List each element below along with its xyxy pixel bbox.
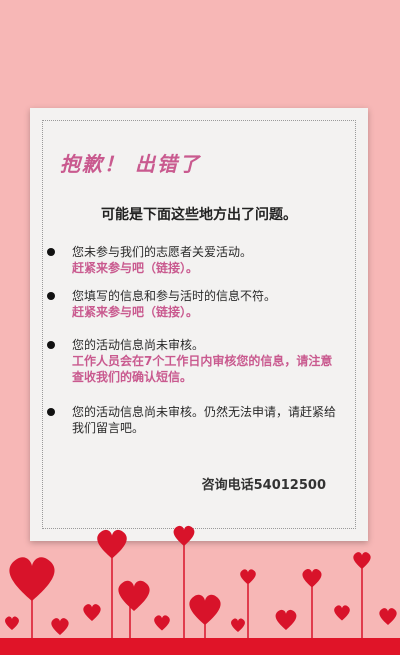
item-text: 您的活动信息尚未审核。	[72, 338, 205, 352]
participate-link[interactable]: 赶紧来参与吧（链接）。	[72, 305, 199, 319]
heart-icon	[97, 529, 127, 559]
heart-icon	[231, 618, 245, 632]
heart-icon	[240, 569, 256, 585]
bullet-icon	[47, 341, 55, 349]
heart-icon	[353, 552, 371, 569]
item-text: 您未参与我们的志愿者关爱活动。	[72, 245, 253, 259]
item-text: 您的活动信息尚未审核。仍然无法申请，请赶紧给我们留言吧。	[72, 405, 337, 435]
heart-icon	[302, 569, 322, 588]
heart-icon	[118, 580, 150, 611]
heart-icon	[9, 557, 55, 601]
heart-icon	[173, 525, 195, 546]
contact-phone: 咨询电话54012500	[201, 478, 326, 493]
bullet-icon	[47, 248, 55, 256]
heart-icon	[189, 594, 221, 625]
heart-icon	[334, 605, 350, 621]
hearts-decoration	[0, 525, 400, 655]
heart-icon	[275, 609, 297, 630]
list-item: 您填写的信息和参与活时的信息不符。 赶紧来参与吧（链接）。	[47, 288, 342, 320]
heart-icon	[83, 604, 101, 621]
heart-icon	[154, 615, 170, 631]
ground-strip	[0, 638, 400, 655]
error-subtitle: 可能是下面这些地方出了问题。	[101, 207, 297, 223]
heart-icon	[379, 608, 397, 625]
dotted-frame	[42, 120, 356, 529]
list-item: 您的活动信息尚未审核。 工作人员会在7个工作日内审核您的信息，请注意查收我们的确…	[47, 337, 342, 385]
list-item: 您未参与我们的志愿者关爱活动。 赶紧来参与吧（链接）。	[47, 244, 342, 276]
review-notice: 工作人员会在7个工作日内审核您的信息，请注意查收我们的确认短信。	[72, 354, 333, 384]
bullet-icon	[47, 408, 55, 416]
error-card: 抱歉！ 出错了 可能是下面这些地方出了问题。 您未参与我们的志愿者关爱活动。 赶…	[30, 108, 368, 541]
heart-icon	[5, 616, 19, 630]
heart-icon	[51, 618, 69, 635]
bullet-icon	[47, 292, 55, 300]
participate-link[interactable]: 赶紧来参与吧（链接）。	[72, 261, 199, 275]
item-text: 您填写的信息和参与活时的信息不符。	[72, 289, 277, 303]
list-item: 您的活动信息尚未审核。仍然无法申请，请赶紧给我们留言吧。	[47, 404, 342, 436]
error-title: 抱歉！ 出错了	[60, 152, 201, 176]
